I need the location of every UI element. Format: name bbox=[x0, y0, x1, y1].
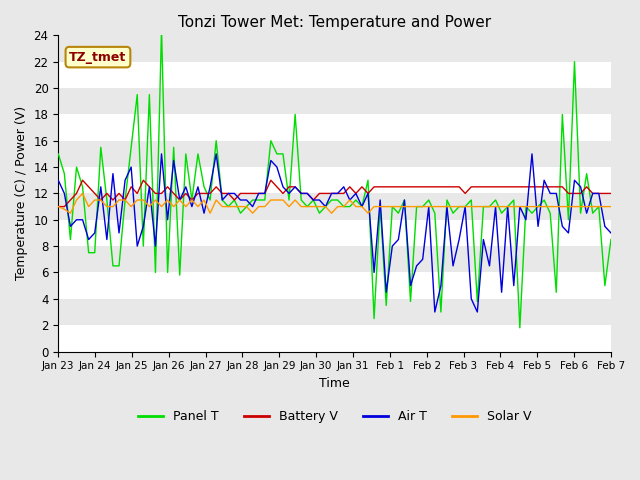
Y-axis label: Temperature (C) / Power (V): Temperature (C) / Power (V) bbox=[15, 107, 28, 280]
Panel T bbox=[528, 210, 536, 216]
Solar V bbox=[498, 204, 506, 209]
Title: Tonzi Tower Met: Temperature and Power: Tonzi Tower Met: Temperature and Power bbox=[178, 15, 491, 30]
Solar V bbox=[510, 204, 518, 209]
Air T bbox=[474, 309, 481, 315]
Line: Solar V: Solar V bbox=[58, 193, 611, 213]
Panel T bbox=[516, 325, 524, 331]
Bar bbox=[58, 36, 611, 62]
Bar bbox=[58, 246, 611, 273]
Bar bbox=[58, 193, 611, 220]
Solar V bbox=[394, 204, 402, 209]
Air T bbox=[54, 178, 62, 183]
Line: Air T: Air T bbox=[58, 154, 611, 312]
Panel T bbox=[54, 151, 62, 157]
Panel T bbox=[388, 204, 396, 209]
Bar bbox=[58, 273, 611, 299]
Solar V bbox=[474, 204, 481, 209]
Air T bbox=[157, 151, 165, 157]
Battery V bbox=[498, 184, 506, 190]
Solar V bbox=[607, 204, 615, 209]
Line: Battery V: Battery V bbox=[58, 180, 611, 206]
Solar V bbox=[54, 204, 62, 209]
Bar bbox=[58, 220, 611, 246]
Battery V bbox=[492, 184, 499, 190]
Battery V bbox=[54, 204, 62, 209]
Air T bbox=[607, 230, 615, 236]
Panel T bbox=[467, 197, 475, 203]
Bar bbox=[58, 88, 611, 114]
Bar bbox=[58, 325, 611, 351]
Solar V bbox=[67, 210, 74, 216]
Air T bbox=[504, 204, 511, 209]
Bar bbox=[58, 299, 611, 325]
Air T bbox=[431, 309, 438, 315]
Air T bbox=[388, 243, 396, 249]
Bar bbox=[58, 114, 611, 141]
Bar bbox=[58, 141, 611, 167]
Battery V bbox=[504, 184, 511, 190]
Battery V bbox=[607, 191, 615, 196]
Solar V bbox=[504, 204, 511, 209]
Text: TZ_tmet: TZ_tmet bbox=[69, 50, 127, 64]
Panel T bbox=[492, 197, 499, 203]
Air T bbox=[510, 283, 518, 288]
Panel T bbox=[157, 26, 165, 32]
Panel T bbox=[498, 210, 506, 216]
Air T bbox=[528, 151, 536, 157]
Bar bbox=[58, 62, 611, 88]
Solar V bbox=[79, 191, 86, 196]
Panel T bbox=[504, 204, 511, 209]
Bar bbox=[58, 167, 611, 193]
Solar V bbox=[528, 204, 536, 209]
Line: Panel T: Panel T bbox=[58, 29, 611, 328]
Battery V bbox=[79, 178, 86, 183]
Battery V bbox=[467, 184, 475, 190]
Battery V bbox=[522, 184, 530, 190]
Legend: Panel T, Battery V, Air T, Solar V: Panel T, Battery V, Air T, Solar V bbox=[133, 405, 536, 428]
X-axis label: Time: Time bbox=[319, 377, 350, 390]
Air T bbox=[498, 289, 506, 295]
Panel T bbox=[607, 237, 615, 242]
Battery V bbox=[388, 184, 396, 190]
